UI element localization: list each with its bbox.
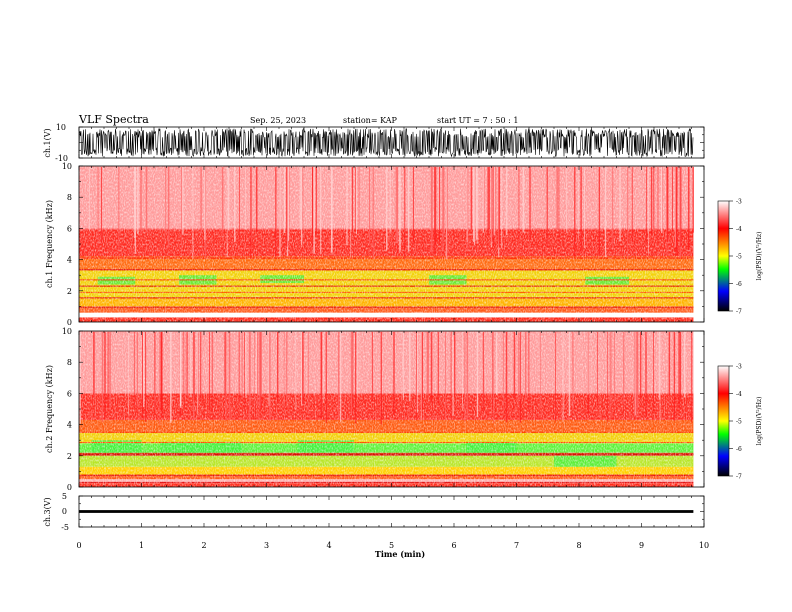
freq-tick-label: 6	[67, 224, 72, 233]
ch1-ytick-bottom: -10	[55, 154, 68, 163]
time-tick-label: 2	[201, 541, 206, 550]
ch1-colorbar: -3 -4 -5 -6 -7 log(PSD)(V²/Hz)	[717, 199, 763, 316]
freq-tick-label: 4	[67, 256, 72, 265]
ch2-colorbar: -3 -4 -5 -6 -7 log(PSD)(V²/Hz)	[717, 364, 763, 481]
ch1-freq-tick-labels: 0 2 4 6 8 10	[62, 162, 72, 327]
freq-tick-label: 6	[67, 389, 72, 398]
colorbar-tick-label: -3	[736, 199, 742, 206]
ch2-spectrogram-ticks	[78, 330, 705, 488]
freq-tick-label: 2	[67, 287, 72, 296]
ch3-waveform-panel: 5 0 -5 ch.3(V)	[43, 492, 705, 532]
time-tick-label: 1	[139, 541, 144, 550]
ch1-waveform-panel: 10 -10 ch.1(V)	[43, 123, 705, 163]
ch3-ytick-bottom: -5	[61, 523, 69, 532]
colorbar-tick-label: -6	[736, 446, 742, 453]
time-tick-label: 4	[326, 541, 331, 550]
date-label: Sep. 25, 2023	[250, 116, 306, 125]
colorbar-tick-label: -4	[736, 226, 742, 233]
time-tick-label: 7	[514, 541, 519, 550]
figure-title: VLF Spectra	[78, 113, 149, 126]
time-tick-label: 9	[639, 541, 644, 550]
freq-tick-label: 10	[62, 327, 72, 336]
freq-tick-label: 8	[67, 358, 72, 367]
colorbar-tick-label: -7	[736, 474, 742, 481]
ch1-axis-ticks	[78, 126, 705, 159]
ch3-axis-ticks	[78, 495, 705, 528]
ch2-spectrogram-ylabel: ch.2 Frequency (kHz)	[45, 365, 54, 453]
ch1-spectrogram-ticks	[78, 165, 705, 323]
ch2-colorbar-ticks: -3 -4 -5 -6 -7	[729, 364, 742, 481]
ch1-spectrogram-stripes	[89, 167, 694, 260]
time-tick-label: 5	[389, 541, 394, 550]
ch3-ytick-mid: 0	[62, 507, 67, 516]
time-tick-label: 10	[699, 541, 709, 550]
time-tick-label: 0	[76, 541, 81, 550]
ch1-spectrogram-ylabel: ch.1 Frequency (kHz)	[45, 200, 54, 288]
colorbar-tick-label: -5	[736, 254, 742, 261]
freq-tick-label: 0	[67, 318, 72, 327]
colorbar-tick-label: -7	[736, 309, 742, 316]
ch2-freq-tick-labels: 0 2 4 6 8 10	[62, 327, 72, 492]
ch3-ylabel: ch.3(V)	[43, 497, 52, 526]
ch1-colorbar-ticks: -3 -4 -5 -6 -7	[729, 199, 742, 316]
ch1-spectrogram-panel: 0 2 4 6 8 10 ch.1 Frequency (kHz)	[45, 162, 705, 327]
colorbar-tick-label: -5	[736, 419, 742, 426]
time-axis-label: Time (min)	[375, 549, 425, 559]
start-time-label: start UT = 7 : 50 : 1	[437, 116, 518, 125]
ch2-spectrogram-stripes	[79, 332, 693, 425]
ch1-colorbar-label: log(PSD)(V²/Hz)	[756, 232, 763, 281]
ch2-spectrogram-panel: 0 2 4 6 8 10 ch.2 Frequency (kHz)	[45, 327, 705, 492]
station-label: station= KAP	[343, 116, 398, 125]
ch3-ytick-top: 5	[62, 492, 67, 501]
freq-tick-label: 8	[67, 193, 72, 202]
time-tick-label: 3	[264, 541, 269, 550]
colorbar-tick-label: -3	[736, 364, 742, 371]
ch1-ytick-top: 10	[56, 123, 66, 132]
time-tick-label: 6	[451, 541, 456, 550]
freq-tick-label: 2	[67, 452, 72, 461]
ch1-ylabel: ch.1(V)	[43, 128, 52, 157]
freq-tick-label: 4	[67, 421, 72, 430]
time-tick-labels: 0 1 2 3 4 5 6 7 8 9 10	[76, 541, 709, 550]
freq-tick-label: 0	[67, 483, 72, 492]
freq-tick-label: 10	[62, 162, 72, 171]
ch3-waveform-trace	[79, 510, 694, 513]
ch1-waveform-trace	[78, 127, 694, 158]
time-tick-label: 8	[576, 541, 581, 550]
colorbar-tick-label: -4	[736, 391, 742, 398]
ch1-spectrogram-speckle	[79, 166, 693, 322]
ch2-colorbar-label: log(PSD)(V²/Hz)	[756, 397, 763, 446]
colorbar-tick-label: -6	[736, 281, 742, 288]
